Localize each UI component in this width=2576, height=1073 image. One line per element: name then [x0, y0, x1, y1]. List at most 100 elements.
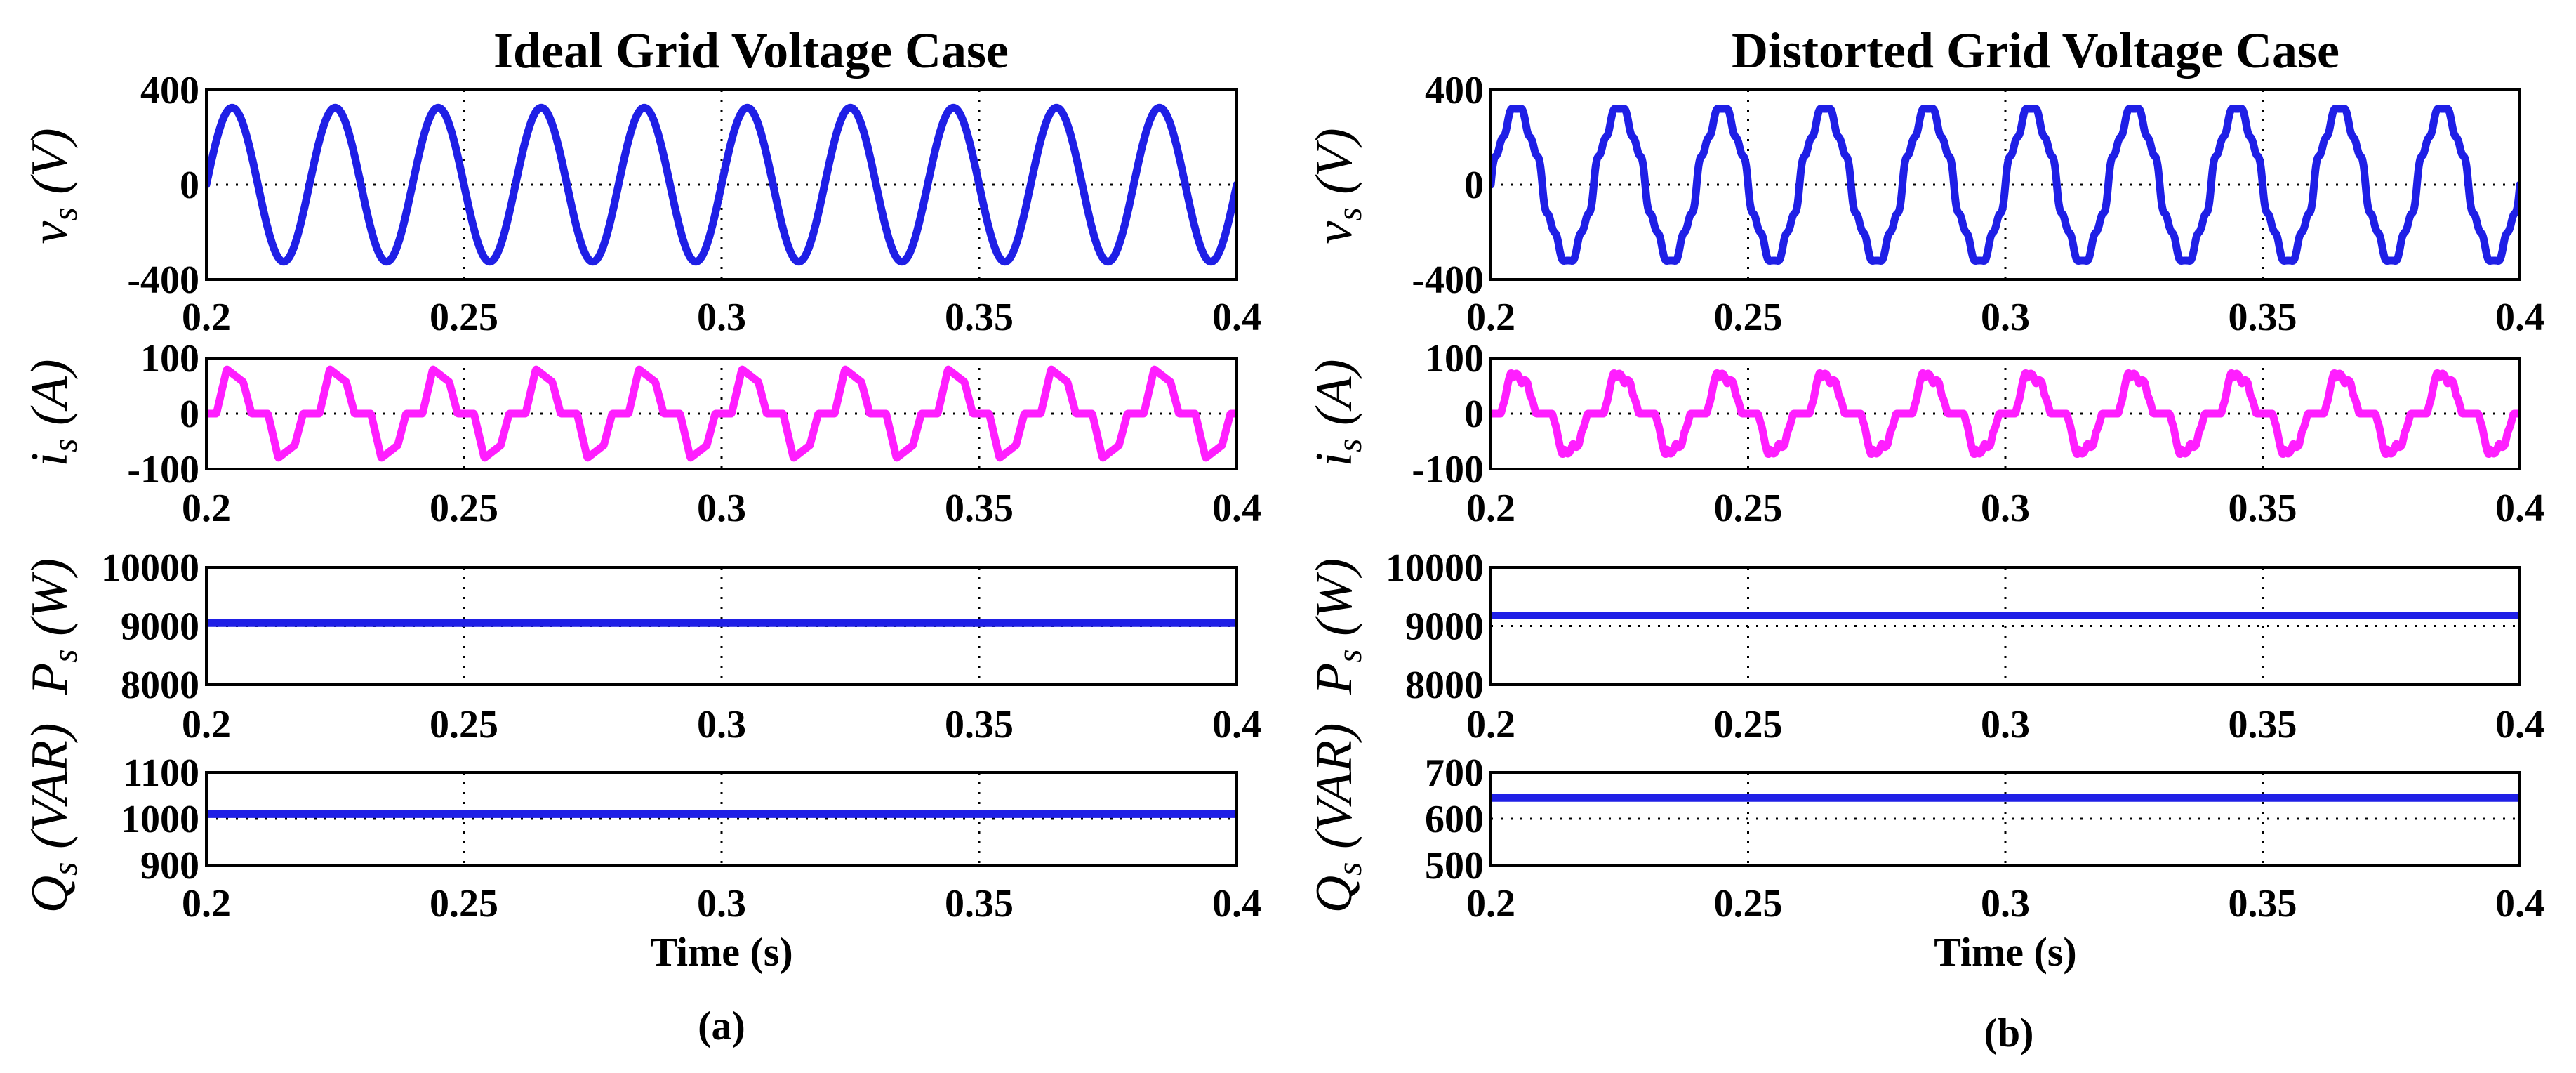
y-tick-label: 8000: [121, 664, 199, 707]
chart-title: Distorted Grid Voltage Case: [1732, 22, 2339, 79]
axes-frame: [1489, 357, 2521, 470]
x-tick-label: 0.35: [2229, 296, 2297, 339]
x-tick-label: 0.35: [2229, 703, 2297, 746]
x-tick-label: 0.3: [697, 703, 746, 746]
x-tick-label: 0.25: [1714, 703, 1783, 746]
x-tick-label: 0.2: [182, 487, 231, 530]
series-line-v-s: [1491, 105, 2520, 265]
y-tick-label: 0: [180, 393, 199, 436]
x-tick-label: 0.25: [430, 882, 498, 926]
y-tick-label: 400: [1425, 69, 1484, 112]
x-tick-label: 0.3: [1981, 882, 2030, 926]
x-tick-label: 0.3: [1981, 296, 2030, 339]
x-tick-label: 0.4: [1212, 882, 1261, 926]
y-tick-label: 700: [1425, 751, 1484, 795]
x-tick-label: 0.25: [1714, 296, 1783, 339]
y-tick-label: 9000: [121, 605, 199, 649]
x-tick-label: 0.25: [1714, 487, 1783, 530]
x-tick-label: 0.35: [2229, 487, 2297, 530]
y-tick-label: -100: [127, 448, 199, 492]
y-axis-label: is (A): [1306, 359, 1369, 466]
x-tick-label: 0.2: [1466, 703, 1515, 746]
y-axis-label: Ps (W): [1306, 558, 1369, 695]
x-tick-label: 0.35: [945, 296, 1014, 339]
x-tick-label: 0.25: [430, 296, 498, 339]
y-tick-label: -400: [127, 258, 199, 302]
x-tick-label: 0.4: [1212, 296, 1261, 339]
y-tick-label: -400: [1412, 258, 1484, 302]
x-tick-label: 0.2: [1466, 296, 1515, 339]
axes-frame: [1489, 566, 2521, 686]
y-axis-label: Qs (VAR): [1306, 723, 1369, 914]
x-tick-label: 0.3: [697, 487, 746, 530]
x-tick-label: 0.4: [1212, 703, 1261, 746]
x-axis-label: Time (s): [650, 929, 793, 975]
x-tick-label: 0.4: [2495, 296, 2544, 339]
y-tick-label: 10000: [1386, 546, 1484, 590]
x-tick-label: 0.2: [1466, 882, 1515, 926]
series-line-i-s: [1491, 369, 2520, 458]
x-axis-label: Time (s): [1934, 929, 2077, 975]
y-tick-label: 9000: [1405, 605, 1484, 649]
y-axis-label: Ps (W): [21, 558, 84, 695]
figure-label: (a): [698, 1003, 745, 1048]
x-tick-label: 0.3: [1981, 703, 2030, 746]
axes-frame: [205, 771, 1238, 867]
y-tick-label: 1000: [121, 798, 199, 841]
y-tick-label: -100: [1412, 448, 1484, 492]
x-tick-label: 0.25: [430, 487, 498, 530]
axes-frame: [1489, 88, 2521, 281]
x-tick-label: 0.35: [2229, 882, 2297, 926]
x-tick-label: 0.4: [2495, 882, 2544, 926]
x-tick-label: 0.2: [1466, 487, 1515, 530]
x-tick-label: 0.2: [182, 882, 231, 926]
x-tick-label: 0.35: [945, 703, 1014, 746]
series-line-i-s: [206, 365, 1237, 462]
y-axis-label: vs (V): [1306, 128, 1369, 244]
axes-frame: [205, 566, 1238, 686]
x-tick-label: 0.2: [182, 296, 231, 339]
x-tick-label: 0.4: [2495, 703, 2544, 746]
y-tick-label: 0: [1464, 393, 1484, 436]
y-tick-label: 100: [1425, 337, 1484, 381]
y-tick-label: 900: [140, 844, 199, 888]
y-tick-label: 0: [180, 164, 199, 207]
subplot-i-s: 100 0 -1000.2 0.25 0.3 0.35 0.4 is (A): [21, 337, 1261, 530]
y-tick-label: 500: [1425, 844, 1484, 888]
y-tick-label: 600: [1425, 798, 1484, 841]
series-line-v-s: [206, 103, 1237, 266]
subplot-i-s: 100 0 -1000.2 0.25 0.3 0.35 0.4 is (A): [1306, 337, 2544, 530]
x-tick-label: 0.4: [1212, 487, 1261, 530]
y-tick-label: 400: [140, 69, 199, 112]
x-tick-label: 0.25: [430, 703, 498, 746]
y-axis-label: Qs (VAR): [21, 723, 84, 914]
y-tick-label: 8000: [1405, 664, 1484, 707]
y-tick-label: 100: [140, 337, 199, 381]
x-tick-label: 0.3: [1981, 487, 2030, 530]
figure-label: (b): [1984, 1010, 2034, 1055]
axes-frame: [205, 357, 1238, 470]
y-axis-label: is (A): [21, 359, 84, 466]
axes-frame: [205, 88, 1238, 281]
chart-title: Ideal Grid Voltage Case: [493, 22, 1009, 79]
x-tick-label: 0.25: [1714, 882, 1783, 926]
y-tick-label: 1100: [123, 751, 199, 795]
x-tick-label: 0.4: [2495, 487, 2544, 530]
y-tick-label: 10000: [101, 546, 199, 590]
x-tick-label: 0.35: [945, 487, 1014, 530]
x-tick-label: 0.35: [945, 882, 1014, 926]
x-tick-label: 0.2: [182, 703, 231, 746]
y-tick-label: 0: [1464, 164, 1484, 207]
x-tick-label: 0.3: [697, 296, 746, 339]
x-tick-label: 0.3: [697, 882, 746, 926]
axes-frame: [1489, 771, 2521, 867]
